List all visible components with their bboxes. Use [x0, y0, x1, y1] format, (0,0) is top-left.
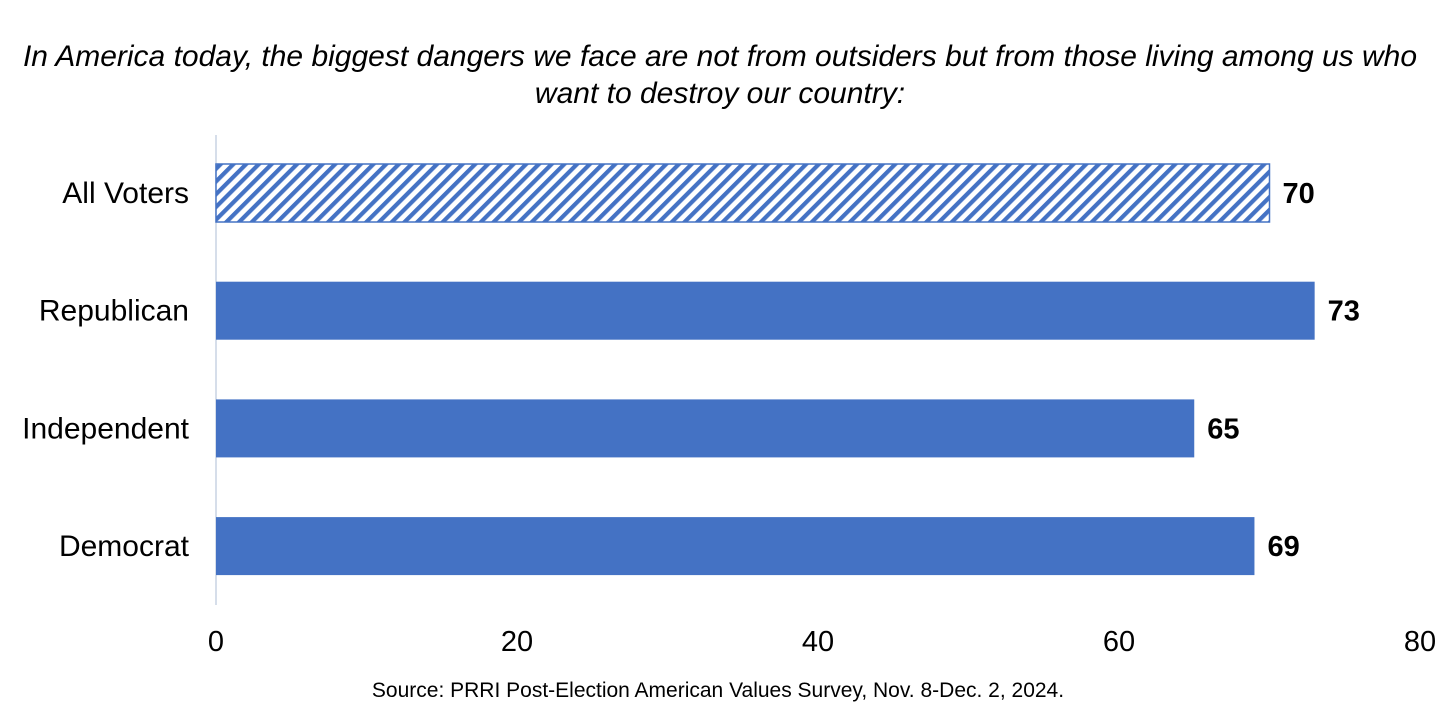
x-tick-label: 60: [1103, 626, 1135, 658]
value-label-all-voters: 70: [1283, 178, 1315, 210]
category-label-independent: Independent: [22, 412, 189, 445]
value-label-democrat: 69: [1267, 531, 1299, 563]
category-label-republican: Republican: [39, 295, 189, 328]
bars-layer: All Voters 70 Republican 73 Independent 65 Dem…: [22, 163, 1360, 576]
bar-chart: All Voters 70 Republican 73 Independent 65 Dem…: [22, 135, 1436, 658]
chart-source: Source: PRRI Post-Election American Valu…: [371, 679, 1065, 702]
chart-title: In America today, the biggest dangers we…: [22, 40, 1418, 110]
value-label-republican: 73: [1328, 296, 1360, 328]
bar-democrat: [216, 517, 1255, 576]
bar-all-voters: [215, 163, 1271, 223]
x-tick-label: 0: [208, 626, 224, 658]
category-label-democrat: Democrat: [59, 530, 190, 563]
x-tick-label: 40: [802, 626, 834, 658]
x-tick-label: 80: [1404, 626, 1436, 658]
bar-independent: [216, 399, 1195, 458]
x-axis-ticks: 0 20 40 60 80: [208, 626, 1436, 658]
category-label-all-voters: All Voters: [62, 177, 189, 210]
value-label-independent: 65: [1207, 413, 1239, 445]
bar-republican: [216, 281, 1315, 340]
x-tick-label: 20: [501, 626, 533, 658]
